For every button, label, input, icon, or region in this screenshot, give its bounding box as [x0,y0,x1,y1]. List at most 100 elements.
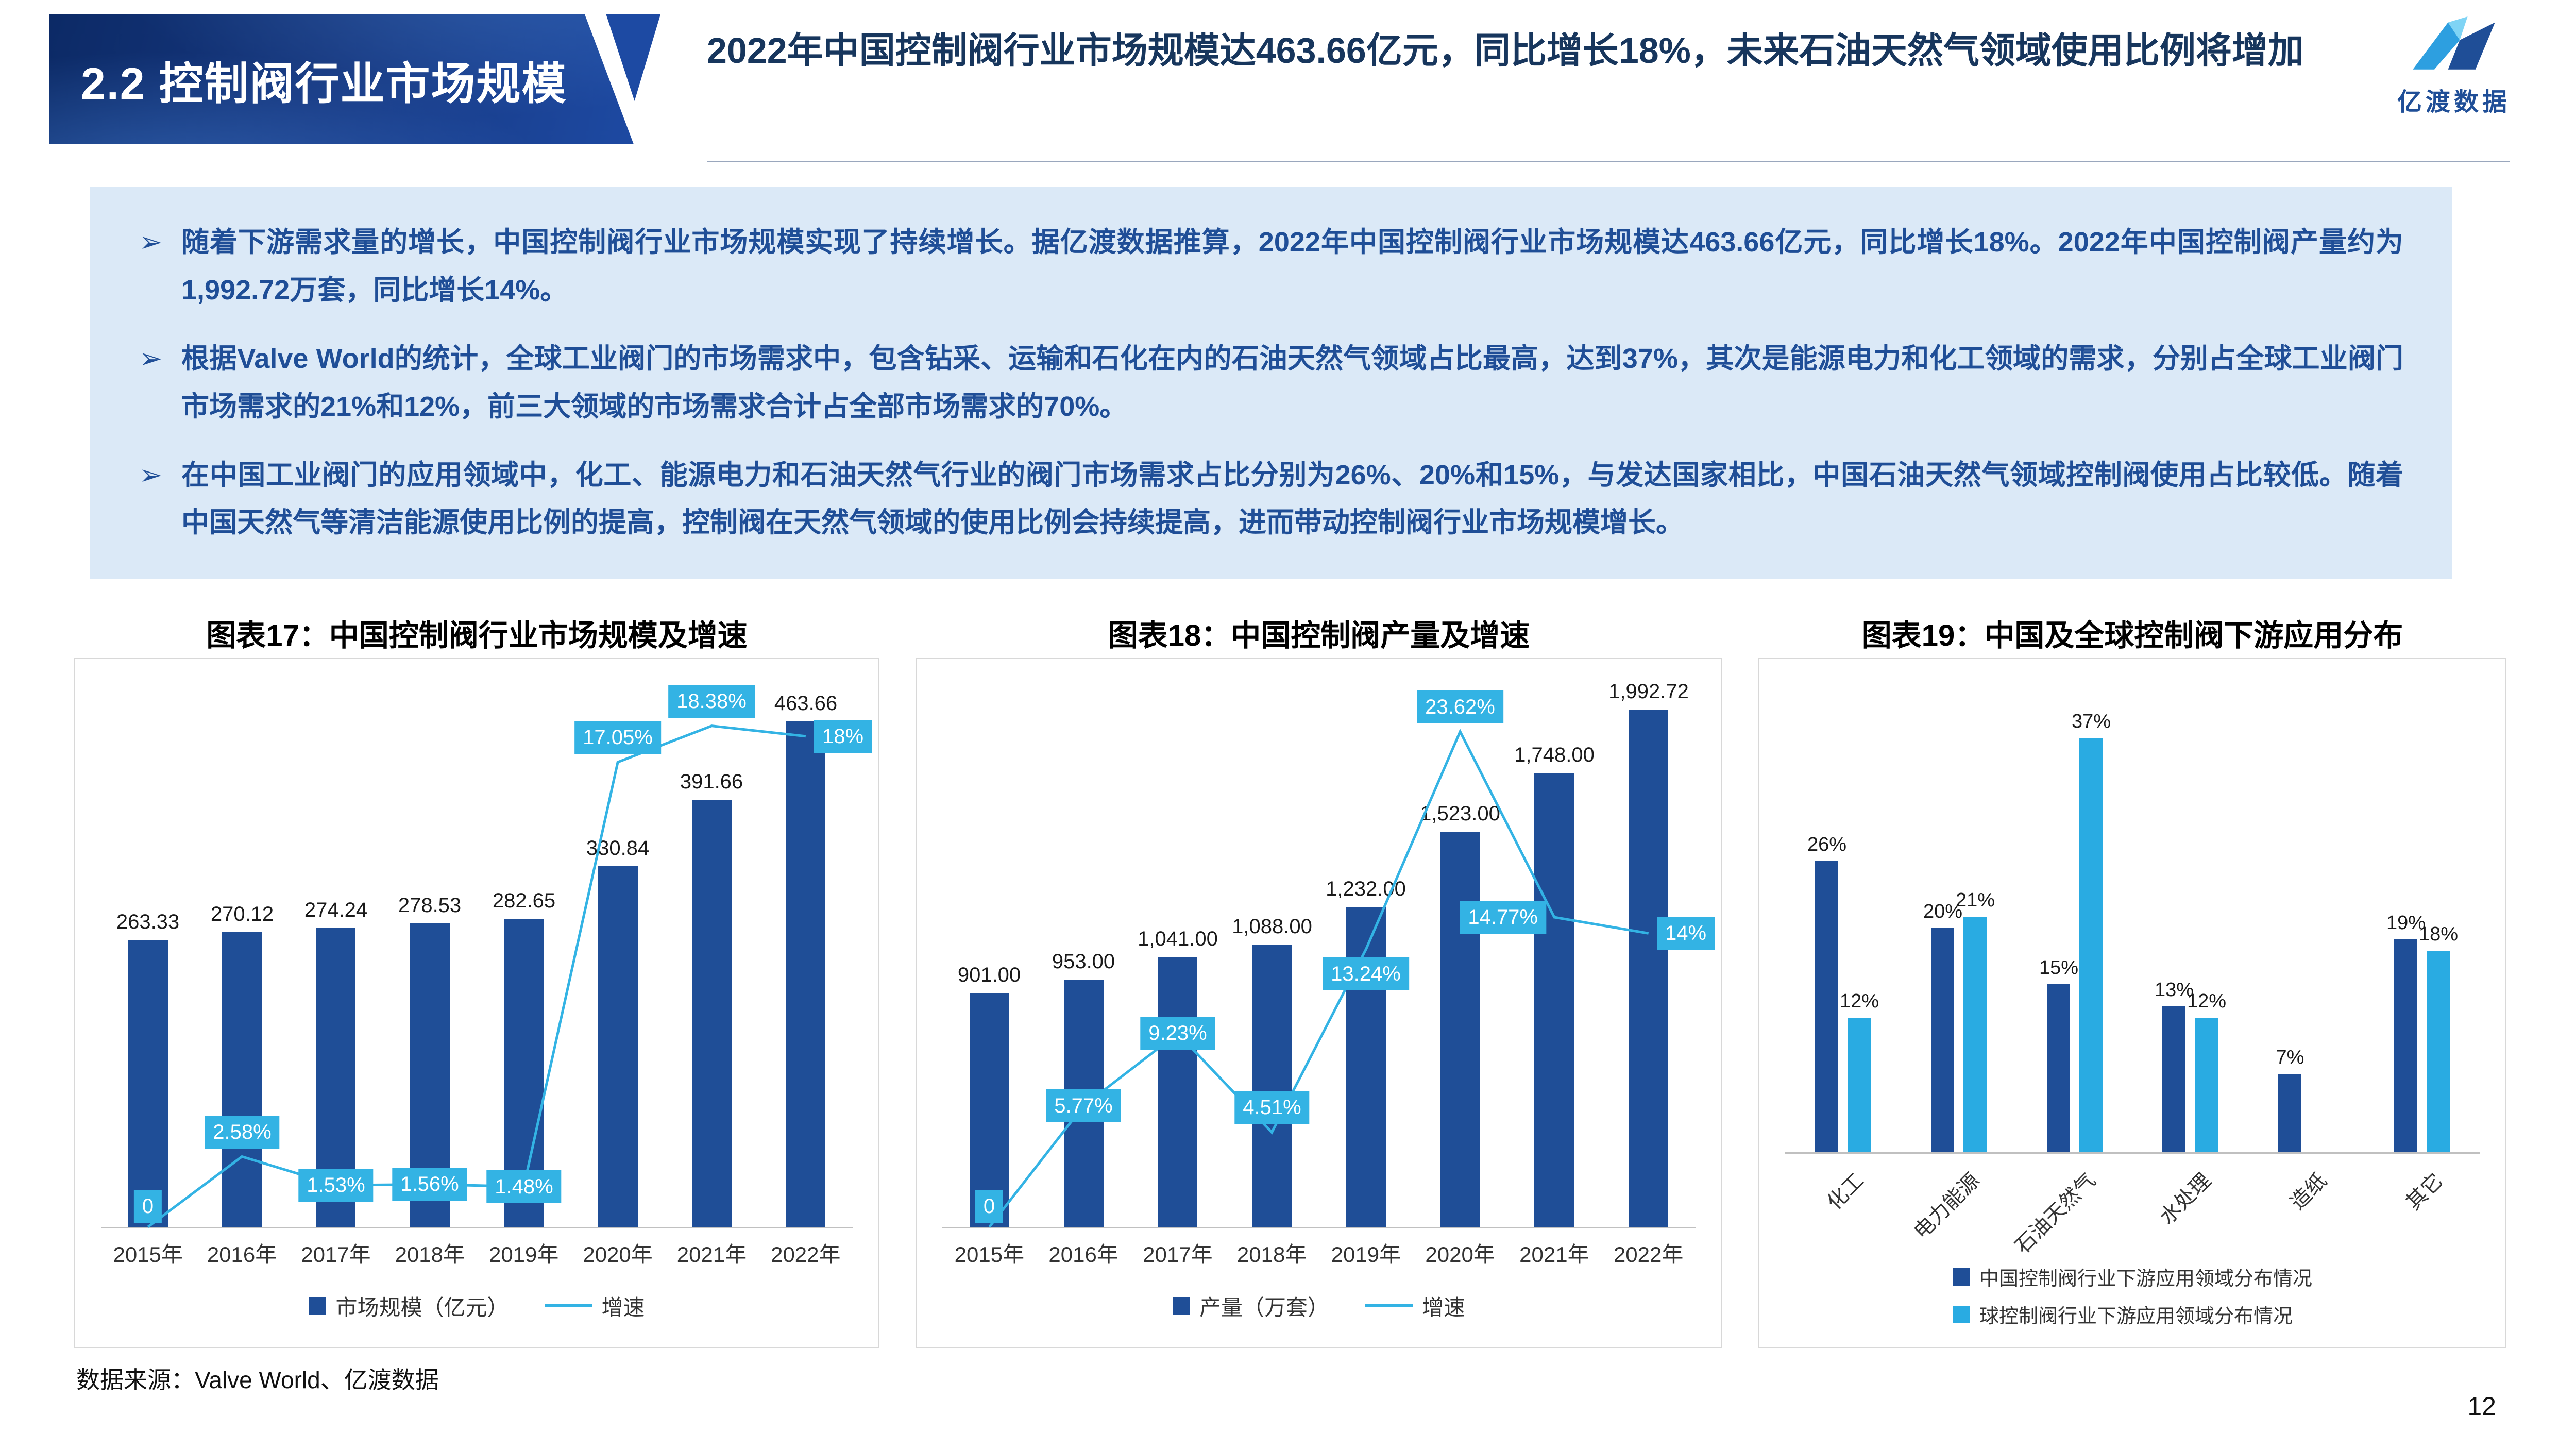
x-axis-label: 2020年 [583,1242,653,1267]
bar-value-label: 953.00 [1052,950,1115,973]
legend-item-market-size: 市场规模（亿元） [309,1290,509,1322]
chart-19-plot-area: 26% 12% 20% 21% 15% 37% 13% 12% 7% 19% 18% [1785,682,2480,1154]
bar [1963,917,1987,1152]
bar-value-label: 1,748.00 [1514,744,1595,766]
bar [1252,945,1292,1227]
growth-line [147,724,806,1228]
bar [2278,1074,2301,1152]
legend-item-output: 产量（万套） [1172,1290,1329,1322]
chart-19-legend: 中国控制阀行业下游应用领域分布情况 球控制阀行业下游应用领域分布情况 [1785,1257,2480,1334]
bar [1815,861,1838,1152]
bar [1158,957,1197,1227]
chart-17-legend: 市场规模（亿元） 增速 [101,1277,853,1334]
x-axis-label: 2017年 [1143,1242,1213,1267]
header-divider [707,161,2510,162]
x-axis-label: 2016年 [207,1242,277,1267]
bar-value-label: 901.00 [957,964,1021,986]
bar-value-label: 12% [1839,990,1879,1012]
x-axis-label: 2015年 [113,1242,183,1267]
growth-rate-label: 9.23% [1140,1017,1215,1050]
growth-rate-label: 23.62% [1417,690,1503,723]
bar-value-label: 37% [2071,711,2111,732]
legend-swatch-dark-blue [1172,1297,1190,1315]
section-title: 2.2 控制阀行业市场规模 [81,59,567,109]
growth-line [988,728,1649,1228]
bar-value-label: 463.66 [774,692,838,715]
growth-rate-label: 1.53% [298,1169,374,1202]
logo-text: 亿渡数据 [2397,89,2511,116]
bar [970,993,1009,1227]
bar [222,932,262,1227]
bar-value-label: 270.12 [210,903,274,925]
legend-label: 增速 [601,1295,645,1320]
growth-rate-label: 18% [814,720,872,753]
legend-item-growth: 增速 [1365,1290,1465,1322]
growth-rate-label: 2.58% [205,1116,280,1149]
x-axis-label: 2021年 [1519,1242,1589,1267]
x-axis-label: 2018年 [395,1242,465,1267]
x-axis-label: 2021年 [676,1242,747,1267]
bar-value-label: 15% [2039,957,2079,979]
chart-17-x-axis: 2015年 2016年 2017年 2018年 2019年 2020年 2021年 2022年 [101,1228,853,1277]
growth-rate-label: 17.05% [574,721,661,754]
page-number: 12 [2467,1392,2496,1421]
bar-value-label: 20% [1923,901,1963,922]
growth-rate-label: 13.24% [1323,957,1409,990]
bar-value-label: 19% [2386,912,2426,934]
bar [2394,939,2417,1152]
bar-value-label: 278.53 [398,894,462,917]
bar [692,800,732,1227]
bar [1534,773,1574,1227]
x-axis-label: 2015年 [954,1242,1025,1267]
chart-19-x-axis: 化工 电力能源 石油天然气 水处理 造纸 其它 [1785,1154,2480,1258]
bullet-arrow-icon: ➢ [139,459,163,491]
growth-rate-label: 18.38% [668,685,755,718]
legend-label: 球控制阀行业下游应用领域分布情况 [1979,1306,2293,1327]
page-title: 2022年中国控制阀行业市场规模达463.66亿元，同比增长18%，未来石油天然… [707,30,2304,71]
bullet-text: 随着下游需求量的增长，中国控制阀行业市场规模实现了持续增长。据亿渡数据推算，20… [181,227,2403,306]
legend-item-growth: 增速 [545,1290,645,1322]
bar-value-label: 391.66 [680,770,743,793]
growth-rate-label: 14% [1657,917,1715,950]
bar-value-label: 21% [1955,889,1995,911]
chart-17-market-size: 263.33 270.12 274.24 278.53 282.65 330.84 391.… [74,658,879,1348]
summary-box: ➢ 随着下游需求量的增长，中国控制阀行业市场规模实现了持续增长。据亿渡数据推算，… [90,187,2452,579]
chart-17-plot-area: 263.33 270.12 274.24 278.53 282.65 330.84 391.… [101,682,872,1228]
chart-18-output: 901.00 953.00 1,041.00 1,088.00 1,232.00 1,52… [916,658,1722,1348]
x-axis-label: 2019年 [488,1242,559,1267]
bullet-arrow-icon: ➢ [139,227,163,258]
bar-value-label: 1,041.00 [1138,928,1218,950]
bullet-arrow-icon: ➢ [139,343,163,374]
growth-rate-label: 1.56% [392,1168,467,1201]
legend-label: 市场规模（亿元） [335,1295,509,1320]
legend-line-cyan [545,1304,592,1307]
legend-label: 产量（万套） [1199,1295,1329,1320]
logo: 亿渡数据 [2379,13,2529,117]
x-axis-label: 2022年 [1613,1242,1684,1267]
bar-value-label: 274.24 [304,899,368,921]
bar [2079,738,2103,1152]
bar-value-label: 263.33 [116,911,180,933]
legend-swatch-dark-blue [1952,1268,1970,1286]
bar-value-label: 1,088.00 [1232,915,1312,938]
growth-rate-label: 1.48% [486,1170,562,1203]
bar [786,721,825,1227]
chart-18-legend: 产量（万套） 增速 [942,1277,1696,1334]
bar-value-label: 7% [2276,1047,2304,1068]
bullet-text: 根据Valve World的统计，全球工业阀门的市场需求中，包含钻采、运输和石化… [181,343,2403,422]
bullet-text: 在中国工业阀门的应用领域中，化工、能源电力和石油天然气行业的阀门市场需求占比分别… [181,459,2403,538]
bar [2427,951,2450,1152]
legend-label: 增速 [1422,1295,1466,1320]
bar [1440,832,1480,1227]
summary-bullet: ➢ 根据Valve World的统计，全球工业阀门的市场需求中，包含钻采、运输和… [139,335,2403,431]
bar [2047,984,2070,1152]
summary-bullet: ➢ 随着下游需求量的增长，中国控制阀行业市场规模实现了持续增长。据亿渡数据推算，… [139,218,2403,314]
growth-rate-label: 14.77% [1460,901,1546,934]
chart-18-title: 图表18：中国控制阀产量及增速 [1108,619,1530,652]
chart-17-title: 图表17：中国控制阀行业市场规模及增速 [206,619,748,652]
chart-18-plot-area: 901.00 953.00 1,041.00 1,088.00 1,232.00 1,52… [942,680,1715,1228]
bar [1629,710,1668,1227]
x-axis-label: 2017年 [301,1242,371,1267]
bar [128,940,168,1227]
logo-icon [2413,16,2495,70]
